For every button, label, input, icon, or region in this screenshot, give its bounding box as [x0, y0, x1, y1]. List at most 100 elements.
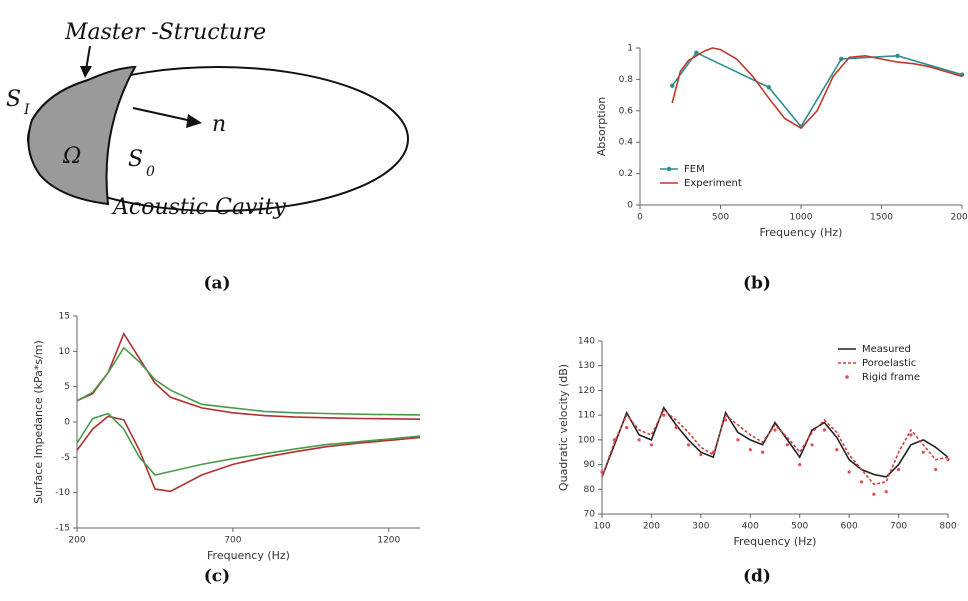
data-point	[686, 443, 691, 447]
x-tick-label: 200	[68, 536, 85, 546]
series-line	[76, 415, 421, 493]
legend-label: Experiment	[684, 178, 742, 189]
legend-swatch	[666, 166, 672, 172]
y-tick-label: 0	[64, 418, 70, 428]
data-point	[895, 53, 900, 59]
x-tick-label: 400	[742, 522, 759, 532]
legend-label: Poroelastic	[862, 358, 916, 369]
y-tick-label: 0	[627, 201, 633, 211]
y-tick-label: 130	[578, 361, 595, 371]
y-tick-label: 15	[59, 312, 70, 322]
y-tick-label: 100	[578, 435, 595, 445]
data-point	[822, 428, 827, 432]
data-point	[637, 438, 641, 442]
series-line	[671, 51, 963, 128]
x-tick-label: 1200	[377, 536, 400, 546]
y-tick-label: -15	[55, 524, 70, 534]
data-point	[909, 433, 913, 437]
data-point	[736, 438, 740, 442]
master-structure	[27, 65, 137, 206]
y-tick-label: 10	[59, 347, 71, 357]
data-point	[625, 425, 629, 430]
caption: (a)	[203, 274, 230, 294]
y-tick-label: -5	[61, 453, 70, 463]
data-point	[896, 467, 901, 472]
data-point	[785, 443, 789, 447]
data-point	[839, 56, 844, 62]
diagram: Master -Structure S I Ω n S 0 Acoustic C…	[6, 20, 409, 220]
data-point	[670, 83, 675, 88]
data-point	[662, 413, 666, 417]
data-point	[810, 443, 814, 447]
diagram-title: Master -Structure	[64, 20, 266, 45]
x-axis-label: Frequency (Hz)	[760, 226, 843, 239]
series-line	[76, 331, 421, 420]
data-point	[946, 458, 950, 462]
y-tick-label: -10	[55, 488, 70, 498]
x-tick-label: 600	[841, 522, 858, 532]
legend-label: FEM	[684, 164, 705, 175]
y-axis-label: Quadratic velocity (dB)	[557, 364, 570, 491]
y-tick-label: 80	[584, 485, 596, 495]
domain-label: Ω	[62, 144, 81, 169]
data-point	[847, 470, 851, 474]
y-tick-label: 0.2	[619, 169, 633, 179]
y-tick-label: 5	[64, 382, 70, 392]
normal-arrow	[132, 107, 193, 122]
data-point	[694, 50, 699, 55]
x-tick-label: 100	[593, 522, 610, 532]
x-tick-label: 0	[637, 213, 643, 223]
x-axis-label: Frequency (Hz)	[734, 535, 817, 548]
caption: (d)	[743, 567, 771, 587]
x-tick-label: 800	[939, 522, 956, 532]
caption: (c)	[204, 567, 230, 587]
y-tick-label: 90	[584, 460, 596, 470]
y-tick-label: 0.8	[619, 75, 634, 85]
arrow-head	[186, 114, 202, 128]
data-point	[872, 492, 876, 496]
data-point	[612, 438, 616, 442]
data-point	[934, 467, 938, 472]
data-point	[884, 490, 888, 494]
cavity-label: Acoustic Cavity	[111, 195, 286, 220]
x-tick-label: 1500	[870, 213, 893, 223]
y-tick-label: 120	[578, 386, 595, 396]
caption: (b)	[743, 274, 771, 294]
x-tick-label: 700	[224, 536, 241, 546]
boundary-label: S	[6, 87, 21, 112]
series-line	[601, 408, 949, 486]
data-point	[699, 453, 703, 457]
x-tick-label: 200	[643, 522, 660, 532]
data-point	[761, 450, 765, 454]
x-tick-label: 500	[791, 522, 808, 532]
x-tick-label: 500	[712, 213, 729, 223]
boundary-sub: I	[23, 102, 30, 118]
y-tick-label: 110	[578, 411, 595, 421]
data-point	[921, 450, 925, 454]
x-tick-label: 1000	[790, 213, 813, 223]
data-point	[723, 418, 728, 422]
series-line	[76, 412, 421, 476]
y-tick-label: 140	[578, 337, 595, 347]
y-axis-label: Absorption	[595, 97, 608, 157]
legend-swatch	[845, 375, 849, 379]
y-tick-label: 1	[627, 44, 633, 54]
normal-label: n	[212, 112, 226, 137]
interface-label: S	[128, 147, 143, 172]
data-point	[835, 448, 839, 452]
data-point	[766, 85, 771, 90]
x-tick-label: 2000	[951, 213, 968, 223]
y-axis-label: Surface Impedance (kPa*s/m)	[32, 340, 45, 504]
x-axis-label: Frequency (Hz)	[207, 549, 290, 562]
data-point	[711, 450, 715, 454]
data-point	[859, 480, 864, 484]
series-line	[671, 47, 963, 130]
data-point	[674, 425, 678, 430]
arrow-head	[80, 66, 92, 78]
data-point	[773, 428, 777, 432]
series-line	[76, 346, 421, 416]
data-point	[600, 470, 604, 474]
data-point	[798, 462, 802, 467]
